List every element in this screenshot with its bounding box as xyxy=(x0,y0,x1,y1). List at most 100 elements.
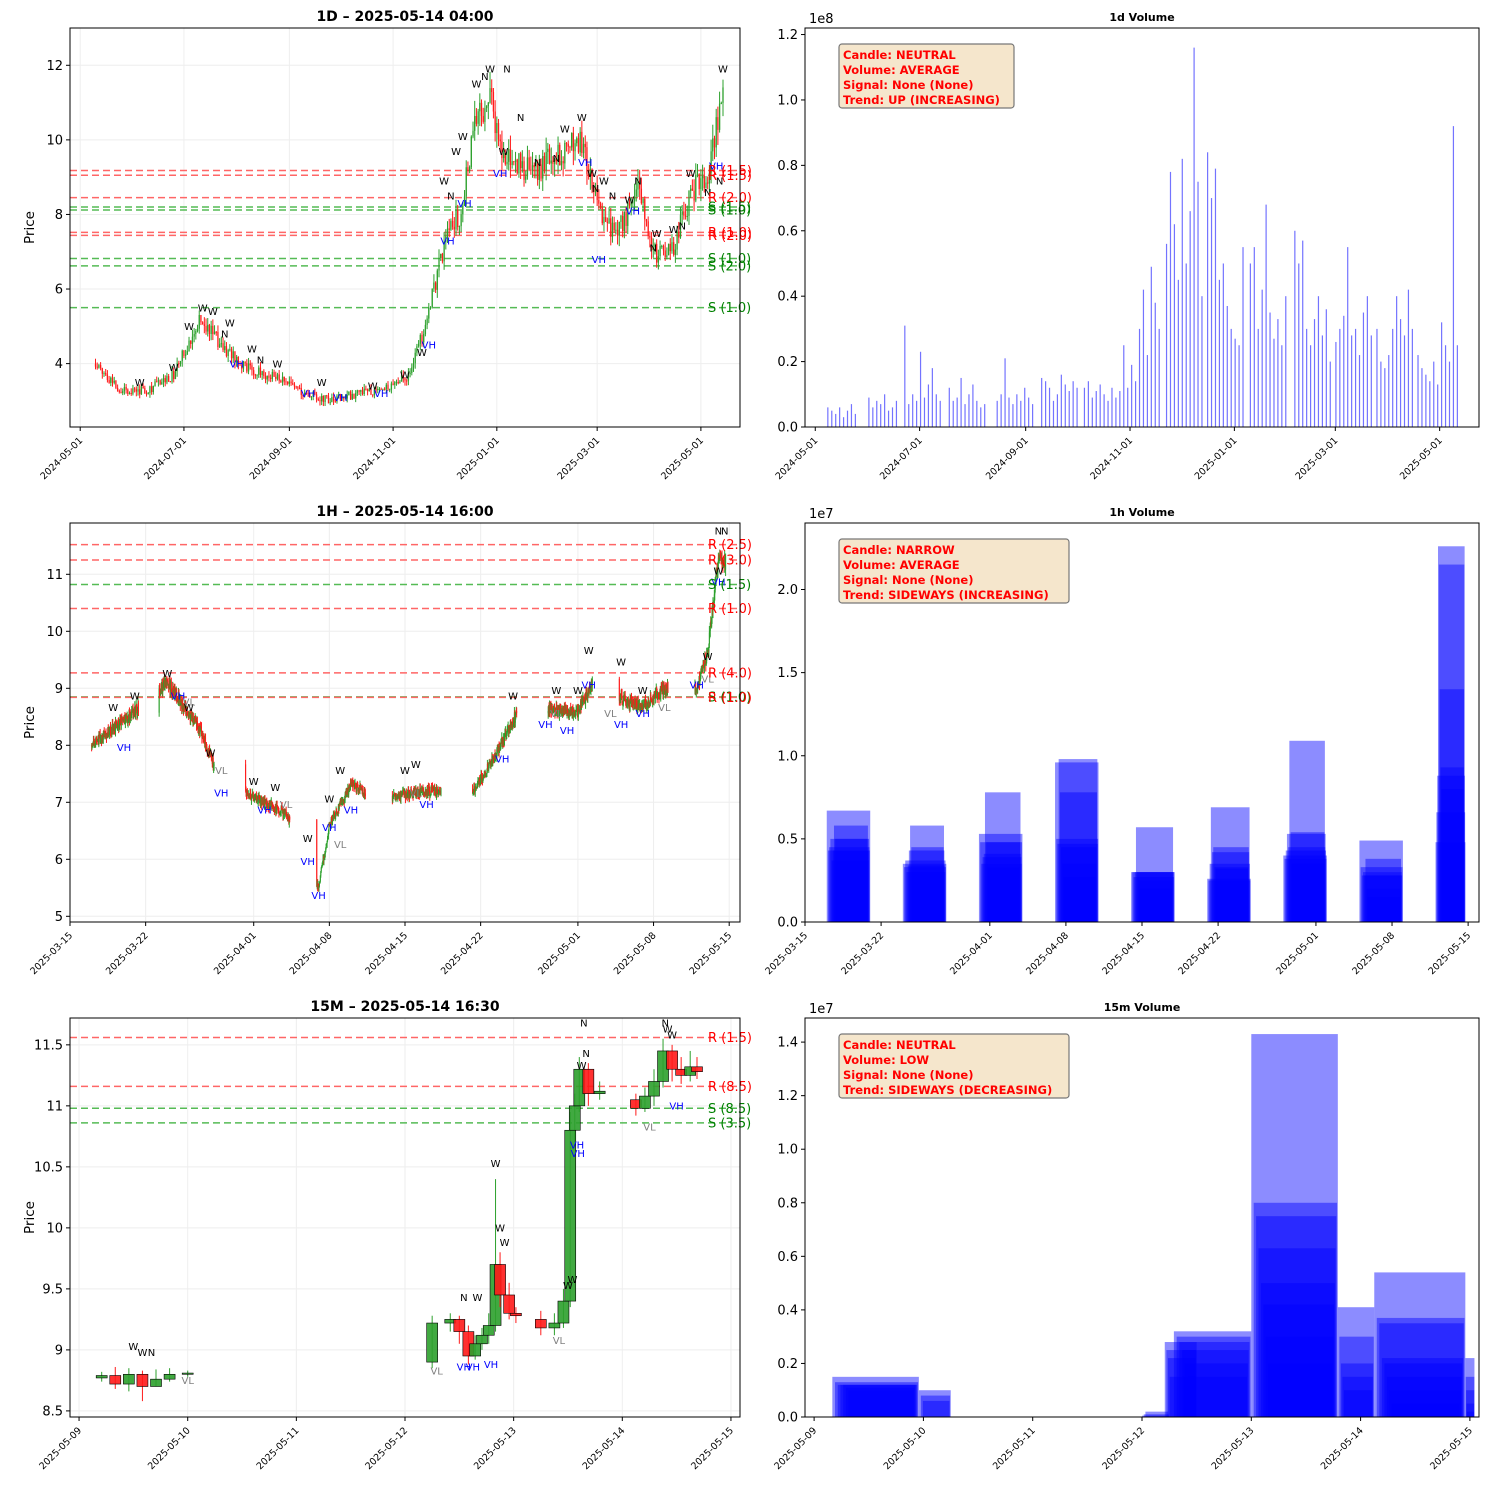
chart-p15: 8.5 9 9.5 10 10.5 11 11.5 2025-05-09 2025-05-10 2… xyxy=(22,999,752,1472)
annotation-tag-vl: VL xyxy=(334,840,347,851)
candle-body xyxy=(178,692,180,701)
candle-body xyxy=(722,87,724,103)
volume-bar xyxy=(1362,312,1365,427)
volume-bar xyxy=(1285,296,1287,427)
volume-bar xyxy=(1137,872,1173,922)
volume-bar xyxy=(1391,1403,1460,1417)
volume-bar xyxy=(1056,394,1059,427)
candle-body xyxy=(402,790,404,794)
candle-body xyxy=(511,161,513,165)
annotation-tag-w: W xyxy=(317,378,327,389)
candle-body xyxy=(120,391,122,394)
candle-body xyxy=(284,811,286,814)
level-label: R (8.5) xyxy=(708,1080,752,1095)
candle-body xyxy=(334,400,336,402)
candle-body xyxy=(406,380,408,382)
candle-body xyxy=(387,384,389,390)
axes-frame xyxy=(804,522,1480,923)
candle-body xyxy=(525,176,527,180)
candle-body xyxy=(492,91,495,112)
candle-body xyxy=(701,175,704,179)
candle-body xyxy=(363,388,365,395)
candle-body xyxy=(328,825,330,833)
candle-body xyxy=(558,706,560,716)
info-line: Trend: SIDEWAYS (INCREASING) xyxy=(843,588,1049,602)
volume-bar xyxy=(827,407,829,427)
candle-body xyxy=(616,229,619,236)
volume-bar xyxy=(1131,872,1175,922)
candle-body xyxy=(184,354,187,356)
candle-body xyxy=(560,161,563,166)
candle-body xyxy=(499,139,501,142)
volume-bar xyxy=(1132,872,1175,922)
candle-body xyxy=(557,144,559,162)
annotation-tag-w: W xyxy=(458,132,468,143)
candle-body xyxy=(697,686,699,690)
candle-body xyxy=(579,708,581,713)
volume-bar xyxy=(905,860,946,922)
annotation-tag-vh: VH xyxy=(571,1149,585,1160)
volume-bar xyxy=(1076,387,1078,427)
candle-body xyxy=(346,394,348,399)
candle-body xyxy=(271,372,274,379)
x-tick-label: 2024-11-01 xyxy=(351,435,398,482)
x-tick-label: 2025-03-01 xyxy=(555,435,602,482)
volume-bar xyxy=(835,1382,918,1417)
candle-body xyxy=(246,363,248,372)
volume-bar xyxy=(1466,1403,1475,1417)
annotation-tag-vh: VH xyxy=(214,789,228,800)
volume-bar xyxy=(931,368,933,427)
volume-bar xyxy=(832,850,869,922)
volume-bar xyxy=(826,810,871,922)
level-label: R (1.5) xyxy=(708,164,752,179)
annotation-tag-w: W xyxy=(663,1025,673,1036)
candle-body xyxy=(579,131,581,153)
info-box-frame xyxy=(838,538,1070,604)
candle-body xyxy=(338,803,340,810)
volume-bar xyxy=(1343,1390,1373,1417)
annotation-tag-w: W xyxy=(128,1342,138,1353)
candle-body xyxy=(349,391,352,400)
candle-body xyxy=(160,688,162,693)
candle-body xyxy=(128,710,130,720)
volume-bar xyxy=(1392,328,1394,427)
candle-body xyxy=(325,844,327,849)
y-tick-label: 0.0 xyxy=(777,1411,798,1426)
candle-body xyxy=(332,814,334,820)
candle-body xyxy=(264,376,267,380)
volume-bar xyxy=(1452,126,1455,427)
volume-bar xyxy=(1268,1363,1333,1417)
candle-body xyxy=(713,138,716,148)
candle-body xyxy=(348,391,350,395)
annotation-tag-vl: VL xyxy=(658,703,671,714)
candle-body xyxy=(420,792,422,796)
candle-body xyxy=(195,330,197,334)
candle-body xyxy=(593,1090,606,1094)
candle-body xyxy=(716,569,718,573)
volume-bar xyxy=(976,400,978,427)
candle-body xyxy=(103,373,105,375)
candle-body xyxy=(210,325,212,334)
annotation-tag-vh: VH xyxy=(636,709,650,720)
info-line: Signal: None (None) xyxy=(843,78,974,92)
annotation-tag-vl: VL xyxy=(280,800,293,811)
annotation-tag-w: W xyxy=(368,382,378,393)
candle-body xyxy=(224,346,226,351)
volume-bar xyxy=(895,400,898,427)
y-tick-label: 4 xyxy=(55,357,63,372)
candle-body xyxy=(489,88,491,103)
volume-bar xyxy=(1265,204,1267,427)
level-label: S (1.5) xyxy=(708,578,751,593)
candle-body xyxy=(144,388,146,394)
candle-body xyxy=(480,102,483,116)
volume-bar xyxy=(923,397,926,427)
volume-bar xyxy=(1187,1376,1247,1417)
volume-bar xyxy=(1438,564,1465,922)
candle-body xyxy=(611,222,614,237)
candle-body xyxy=(115,380,117,388)
volume-bar xyxy=(1441,322,1443,427)
candle-body xyxy=(365,388,367,390)
annotation-tag-w: W xyxy=(303,834,313,845)
annotation-tag-w: W xyxy=(417,348,427,359)
candle-body xyxy=(705,182,707,189)
